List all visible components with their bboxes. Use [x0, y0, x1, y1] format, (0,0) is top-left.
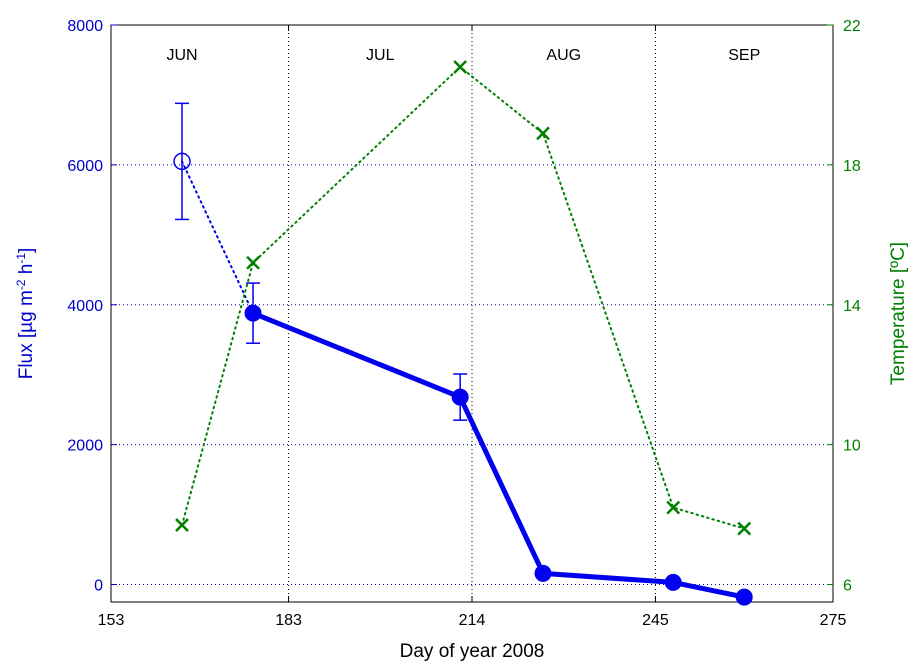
x-tick-label: 275	[820, 612, 847, 629]
y-left-tick-label: 6000	[67, 158, 103, 175]
y-left-axis-label-part: h	[16, 264, 37, 280]
y-right-tick-label: 18	[843, 158, 861, 175]
y-right-axis-label: Temperature [ºC]	[888, 242, 909, 385]
month-label: JUL	[366, 47, 395, 64]
y-left-tick-label: 4000	[67, 298, 103, 315]
y-left-tick-label: 0	[94, 578, 103, 595]
x-tick-label: 183	[275, 612, 302, 629]
data-point	[666, 500, 681, 515]
y-left-tick-label: 2000	[67, 438, 103, 455]
month-label: AUG	[546, 47, 581, 64]
y-left-axis-label-part: Flux [µg m	[16, 290, 37, 379]
chart-body: JUN JUL AUG SEP 153 183 214 245 275 0 2000 4000 6000…	[14, 18, 909, 662]
y-right-tick-label: 14	[843, 298, 861, 315]
x-tick-label: 245	[642, 612, 669, 629]
data-point	[735, 588, 753, 606]
month-label: JUN	[166, 47, 197, 64]
series-line-2	[181, 65, 746, 530]
y-left-axis-label: Flux [µg m-2 h-1]	[14, 248, 37, 380]
y-right-tick-label: 22	[843, 18, 861, 35]
y-left-axis-label-superscript: -2	[14, 279, 28, 290]
x-tick-label: 153	[98, 612, 125, 629]
data-point	[173, 152, 191, 171]
y-left-axis-label-part: ]	[16, 248, 37, 253]
x-tick-label: 214	[459, 612, 486, 629]
data-point	[536, 126, 550, 141]
data-point	[453, 60, 468, 74]
y-left-tick-label: 8000	[67, 18, 103, 35]
data-point	[737, 521, 752, 536]
data-point	[246, 255, 260, 270]
data-point	[664, 573, 682, 591]
data-point	[175, 518, 189, 532]
y-right-tick-label: 6	[843, 578, 852, 595]
month-label: SEP	[728, 47, 760, 64]
data-point	[451, 388, 469, 406]
data-point	[534, 564, 552, 582]
series-line-1	[181, 160, 255, 315]
y-left-axis-label-superscript: -1	[14, 253, 28, 264]
data-point	[244, 304, 262, 322]
y-right-tick-label: 10	[843, 438, 861, 455]
x-axis-label: Day of year 2008	[400, 641, 545, 662]
